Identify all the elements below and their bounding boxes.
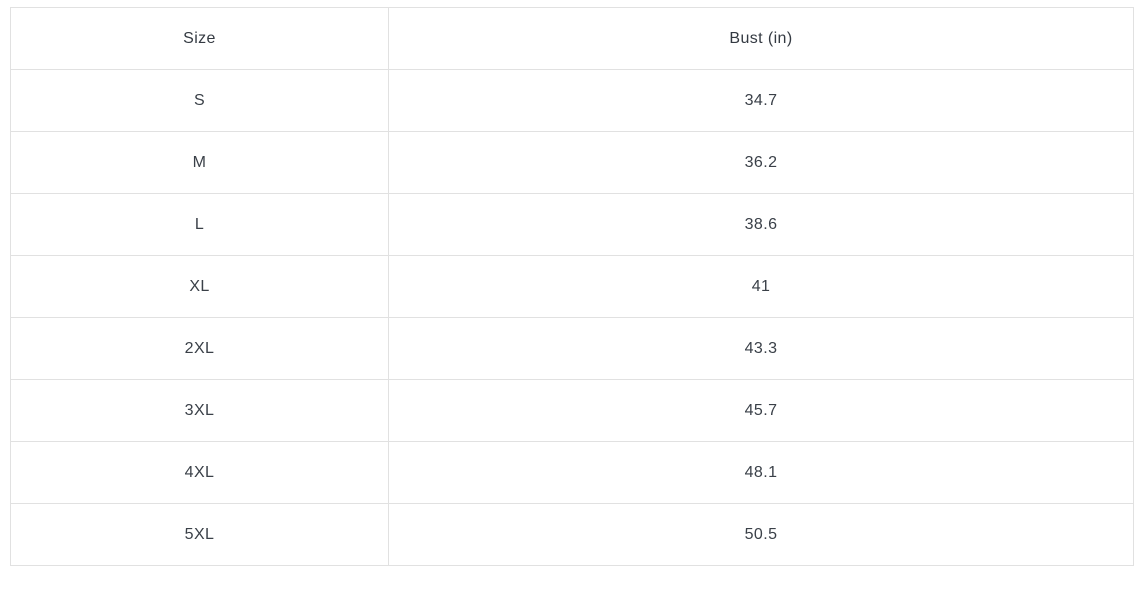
size-cell: 5XL [10, 503, 389, 566]
size-cell: S [10, 69, 389, 132]
bust-cell: 36.2 [388, 131, 1134, 194]
table-row: M 36.2 [10, 131, 1134, 194]
size-chart-page: Size Bust (in) S 34.7 M 36.2 L 38.6 XL 4… [0, 7, 1147, 595]
table-row: 5XL 50.5 [10, 503, 1134, 566]
header-row: Size Bust (in) [10, 7, 1134, 70]
bust-cell: 38.6 [388, 193, 1134, 256]
column-header-size: Size [10, 7, 389, 70]
size-cell: L [10, 193, 389, 256]
column-header-bust: Bust (in) [388, 7, 1134, 70]
bust-cell: 41 [388, 255, 1134, 318]
table-row: 2XL 43.3 [10, 317, 1134, 380]
bust-cell: 34.7 [388, 69, 1134, 132]
table-row: XL 41 [10, 255, 1134, 318]
bust-cell: 43.3 [388, 317, 1134, 380]
bust-cell: 48.1 [388, 441, 1134, 504]
size-cell: 4XL [10, 441, 389, 504]
table-row: 3XL 45.7 [10, 379, 1134, 442]
size-cell: M [10, 131, 389, 194]
size-cell: 3XL [10, 379, 389, 442]
table-row: 4XL 48.1 [10, 441, 1134, 504]
size-cell: 2XL [10, 317, 389, 380]
bust-cell: 50.5 [388, 503, 1134, 566]
size-chart-table: Size Bust (in) S 34.7 M 36.2 L 38.6 XL 4… [10, 7, 1134, 566]
bust-cell: 45.7 [388, 379, 1134, 442]
table-row: S 34.7 [10, 69, 1134, 132]
size-cell: XL [10, 255, 389, 318]
table-row: L 38.6 [10, 193, 1134, 256]
